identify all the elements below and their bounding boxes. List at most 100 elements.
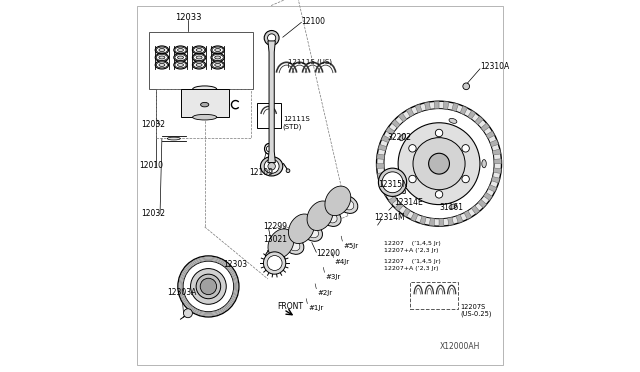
Ellipse shape: [159, 49, 165, 52]
Ellipse shape: [325, 212, 337, 223]
Circle shape: [178, 256, 239, 317]
Ellipse shape: [211, 54, 225, 61]
Polygon shape: [447, 217, 454, 225]
Ellipse shape: [215, 49, 221, 52]
Polygon shape: [308, 214, 335, 236]
Ellipse shape: [268, 34, 276, 42]
Ellipse shape: [196, 49, 202, 52]
Text: 12310A: 12310A: [480, 62, 509, 71]
Polygon shape: [478, 199, 486, 208]
Text: X12000AH: X12000AH: [440, 342, 480, 351]
Text: 12200: 12200: [316, 249, 340, 258]
Text: FRONT: FRONT: [277, 302, 303, 311]
Polygon shape: [460, 106, 467, 115]
Text: 12207    (’1,4,5 Jr): 12207 (’1,4,5 Jr): [384, 241, 441, 246]
Circle shape: [184, 309, 193, 318]
Text: 12032: 12032: [141, 120, 166, 129]
Ellipse shape: [399, 134, 406, 141]
Ellipse shape: [174, 54, 187, 61]
Polygon shape: [399, 113, 406, 122]
Text: 12109: 12109: [250, 169, 273, 177]
Polygon shape: [475, 116, 483, 125]
Ellipse shape: [193, 114, 217, 120]
Circle shape: [462, 175, 469, 183]
Polygon shape: [415, 104, 422, 113]
Ellipse shape: [156, 54, 168, 61]
Text: 12314E: 12314E: [394, 198, 423, 207]
Polygon shape: [494, 159, 502, 164]
Polygon shape: [444, 102, 449, 109]
Circle shape: [267, 256, 282, 270]
Ellipse shape: [303, 224, 323, 241]
Polygon shape: [380, 181, 388, 187]
Polygon shape: [388, 196, 397, 204]
Ellipse shape: [156, 47, 168, 53]
Circle shape: [196, 274, 221, 299]
Ellipse shape: [289, 214, 314, 244]
Text: 12032: 12032: [141, 209, 166, 218]
Polygon shape: [452, 103, 458, 111]
Polygon shape: [411, 213, 418, 221]
Text: 12010: 12010: [140, 161, 164, 170]
Ellipse shape: [215, 56, 221, 59]
Polygon shape: [376, 164, 384, 169]
Polygon shape: [386, 127, 394, 135]
Polygon shape: [464, 211, 472, 219]
Ellipse shape: [193, 55, 205, 61]
Ellipse shape: [321, 209, 341, 227]
Text: 12303A: 12303A: [168, 288, 197, 296]
Ellipse shape: [156, 61, 168, 69]
Ellipse shape: [159, 56, 165, 59]
Polygon shape: [420, 216, 426, 224]
Ellipse shape: [175, 55, 186, 61]
Ellipse shape: [177, 64, 184, 67]
Circle shape: [382, 172, 403, 193]
Ellipse shape: [167, 137, 180, 140]
Text: #5Jr: #5Jr: [343, 243, 358, 248]
Ellipse shape: [193, 47, 205, 53]
Polygon shape: [406, 108, 414, 117]
Polygon shape: [486, 131, 495, 139]
Circle shape: [264, 252, 286, 274]
Ellipse shape: [175, 62, 186, 68]
Ellipse shape: [193, 62, 205, 68]
Polygon shape: [484, 192, 492, 201]
Ellipse shape: [338, 196, 358, 214]
Ellipse shape: [266, 250, 285, 267]
Polygon shape: [493, 168, 501, 173]
Ellipse shape: [196, 64, 202, 67]
Ellipse shape: [177, 49, 184, 52]
Ellipse shape: [399, 187, 406, 194]
Ellipse shape: [193, 86, 217, 93]
Ellipse shape: [325, 186, 351, 216]
Circle shape: [463, 83, 470, 90]
Polygon shape: [456, 215, 463, 223]
Ellipse shape: [156, 55, 168, 61]
Bar: [149, 32, 253, 89]
Text: 12100: 12100: [301, 17, 325, 26]
Ellipse shape: [174, 46, 187, 54]
Ellipse shape: [193, 46, 206, 54]
Text: 13021: 13021: [264, 235, 287, 244]
Circle shape: [286, 169, 290, 173]
Text: 32202: 32202: [387, 133, 411, 142]
Ellipse shape: [269, 253, 282, 264]
Circle shape: [191, 269, 227, 304]
Ellipse shape: [449, 118, 457, 124]
Polygon shape: [378, 172, 385, 178]
Ellipse shape: [268, 163, 275, 170]
Circle shape: [384, 109, 494, 219]
Text: 12299: 12299: [264, 222, 287, 231]
Polygon shape: [378, 144, 387, 151]
Ellipse shape: [212, 47, 223, 53]
Text: #1Jr: #1Jr: [308, 305, 323, 311]
Circle shape: [409, 145, 416, 152]
Polygon shape: [488, 185, 497, 192]
Text: 12111S (US): 12111S (US): [289, 58, 332, 65]
Bar: [410, 282, 458, 309]
Ellipse shape: [174, 61, 187, 69]
Circle shape: [435, 190, 443, 198]
Ellipse shape: [264, 159, 279, 173]
Text: #2Jr: #2Jr: [317, 290, 332, 296]
Polygon shape: [271, 242, 298, 262]
